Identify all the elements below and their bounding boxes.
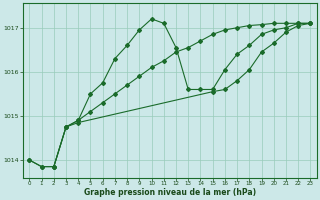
X-axis label: Graphe pression niveau de la mer (hPa): Graphe pression niveau de la mer (hPa) (84, 188, 256, 197)
